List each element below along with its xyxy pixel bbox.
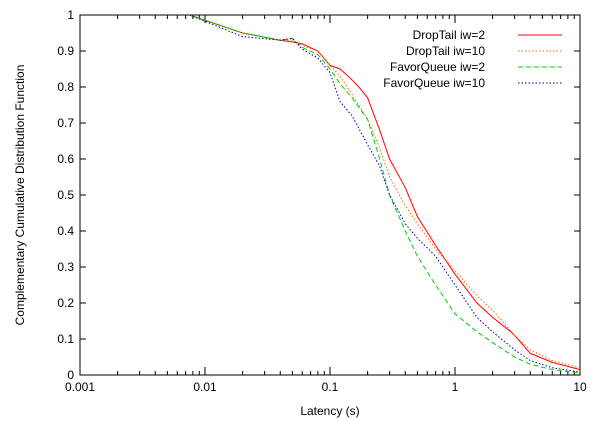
x-axis: 0.001 0.01 0.1 1 10 (65, 15, 587, 394)
y-axis: 0 0.1 0.2 0.3 0.4 0.5 0.6 0.7 0.8 0.9 1 (57, 8, 580, 382)
y-axis-label: Complementary Cumulative Distribution Fu… (13, 65, 27, 326)
y-tick-label: 0.9 (57, 44, 74, 58)
y-tick-label: 0.2 (57, 296, 74, 310)
x-tick-label: 0.1 (322, 380, 339, 394)
y-tick-label: 1 (67, 8, 74, 22)
y-tick-label: 0.7 (57, 116, 74, 130)
x-tick-label: 1 (452, 380, 459, 394)
x-tick-label: 10 (573, 380, 587, 394)
legend-label: FavorQueue iw=2 (390, 60, 485, 74)
y-tick-label: 0.5 (57, 188, 74, 202)
legend-label: DropTail iw=10 (406, 44, 485, 58)
y-tick-label: 0.3 (57, 260, 74, 274)
series-line-favorqueue-iw-2 (189, 14, 581, 374)
series-line-favorqueue-iw-10 (189, 14, 581, 373)
x-axis-label: Latency (s) (300, 404, 359, 418)
x-tick-label: 0.01 (193, 380, 217, 394)
legend: DropTail iw=2 DropTail iw=10 FavorQueue iw… (383, 28, 562, 90)
legend-label: DropTail iw=2 (413, 28, 486, 42)
y-tick-label: 0.4 (57, 224, 74, 238)
series-layer (189, 14, 581, 374)
series-line-droptail-iw-2 (189, 14, 581, 371)
y-tick-label: 0.6 (57, 152, 74, 166)
legend-label: FavorQueue iw=10 (383, 76, 485, 90)
y-tick-label: 0.8 (57, 80, 74, 94)
series-line-droptail-iw-10 (189, 14, 581, 369)
x-tick-label: 0.001 (65, 380, 95, 394)
y-tick-label: 0.1 (57, 332, 74, 346)
y-tick-label: 0 (67, 368, 74, 382)
